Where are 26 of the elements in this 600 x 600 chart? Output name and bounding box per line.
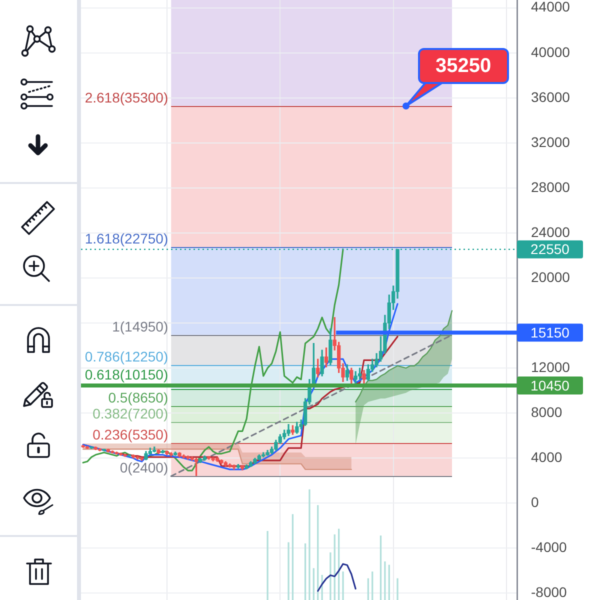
ref-line-label: 10450 xyxy=(530,377,570,394)
y-tick-label: 20000 xyxy=(531,268,570,285)
ref-line-label: 1(14950) xyxy=(112,318,168,334)
ref-line-label: 0.236(5350) xyxy=(92,426,168,442)
ref-line-label: 2.618(35300) xyxy=(84,89,168,106)
ref-line-label: 22550 xyxy=(530,241,570,258)
y-tick-label: 28000 xyxy=(531,178,570,195)
y-tick-label: 8000 xyxy=(531,404,562,420)
y-tick-label: -4000 xyxy=(531,539,568,556)
ref-line-label: 0(2400) xyxy=(120,459,168,476)
y-tick-label: 32000 xyxy=(531,134,570,150)
ref-line-label: 15150 xyxy=(530,324,570,341)
y-tick-label: 4000 xyxy=(531,449,562,466)
y-tick-label: 36000 xyxy=(531,88,570,105)
y-tick-label: -8000 xyxy=(531,584,568,600)
annotation: 35250 xyxy=(436,55,492,78)
y-tick-label: 24000 xyxy=(531,224,570,240)
y-tick-label: 12000 xyxy=(531,358,570,375)
y-tick-label: 40000 xyxy=(531,44,570,60)
y-tick-label: 0 xyxy=(531,494,539,510)
ref-line-label: 0.618(10150) xyxy=(84,366,168,382)
ref-line-label: 0.382(7200) xyxy=(92,405,168,422)
ref-line-label: 1.618(22750) xyxy=(84,230,168,246)
ref-line-label: 0.786(12250) xyxy=(84,348,168,364)
ref-line-label: 0.5(8650) xyxy=(108,389,168,406)
y-tick-label: 44000 xyxy=(531,0,570,15)
